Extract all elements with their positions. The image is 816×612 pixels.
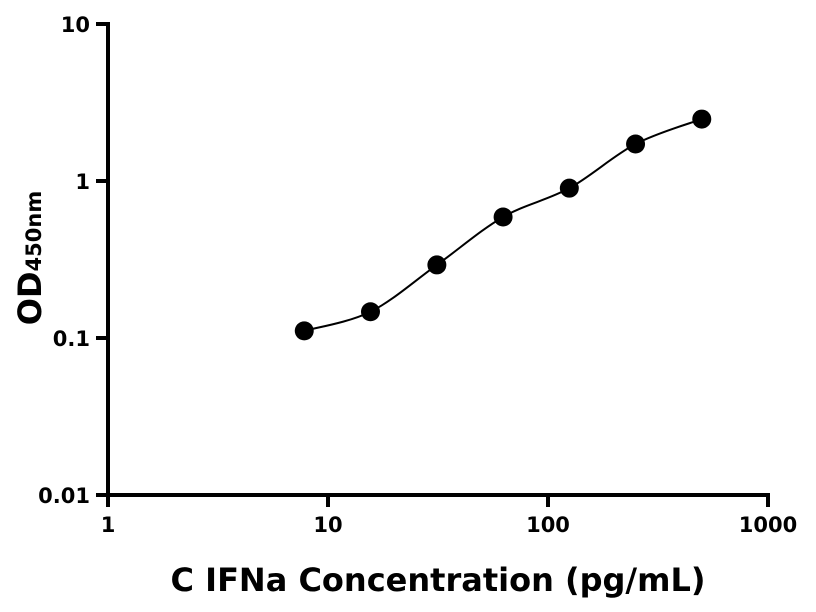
x-axis-label: C IFNa Concentration (pg/mL) bbox=[171, 561, 706, 599]
x-tick-label: 1000 bbox=[739, 513, 797, 537]
x-tick-label: 1 bbox=[101, 513, 116, 537]
y-tick-label: 10 bbox=[61, 13, 90, 37]
data-point bbox=[692, 109, 712, 129]
y-tick-label: 0.01 bbox=[38, 484, 90, 508]
data-point bbox=[626, 134, 646, 154]
y-tick-label: 0.1 bbox=[53, 327, 90, 351]
data-point bbox=[360, 302, 380, 322]
x-tick-label: 10 bbox=[313, 513, 342, 537]
x-tick-label: 100 bbox=[526, 513, 570, 537]
data-point bbox=[294, 321, 314, 341]
y-axis-label: OD450nm bbox=[11, 191, 49, 325]
y-axis-label-main: OD bbox=[11, 271, 49, 325]
data-point bbox=[493, 207, 513, 227]
data-point bbox=[427, 255, 447, 275]
y-axis-label-subscript: 450nm bbox=[22, 191, 46, 272]
data-point bbox=[559, 178, 579, 198]
y-tick-label: 1 bbox=[75, 170, 90, 194]
